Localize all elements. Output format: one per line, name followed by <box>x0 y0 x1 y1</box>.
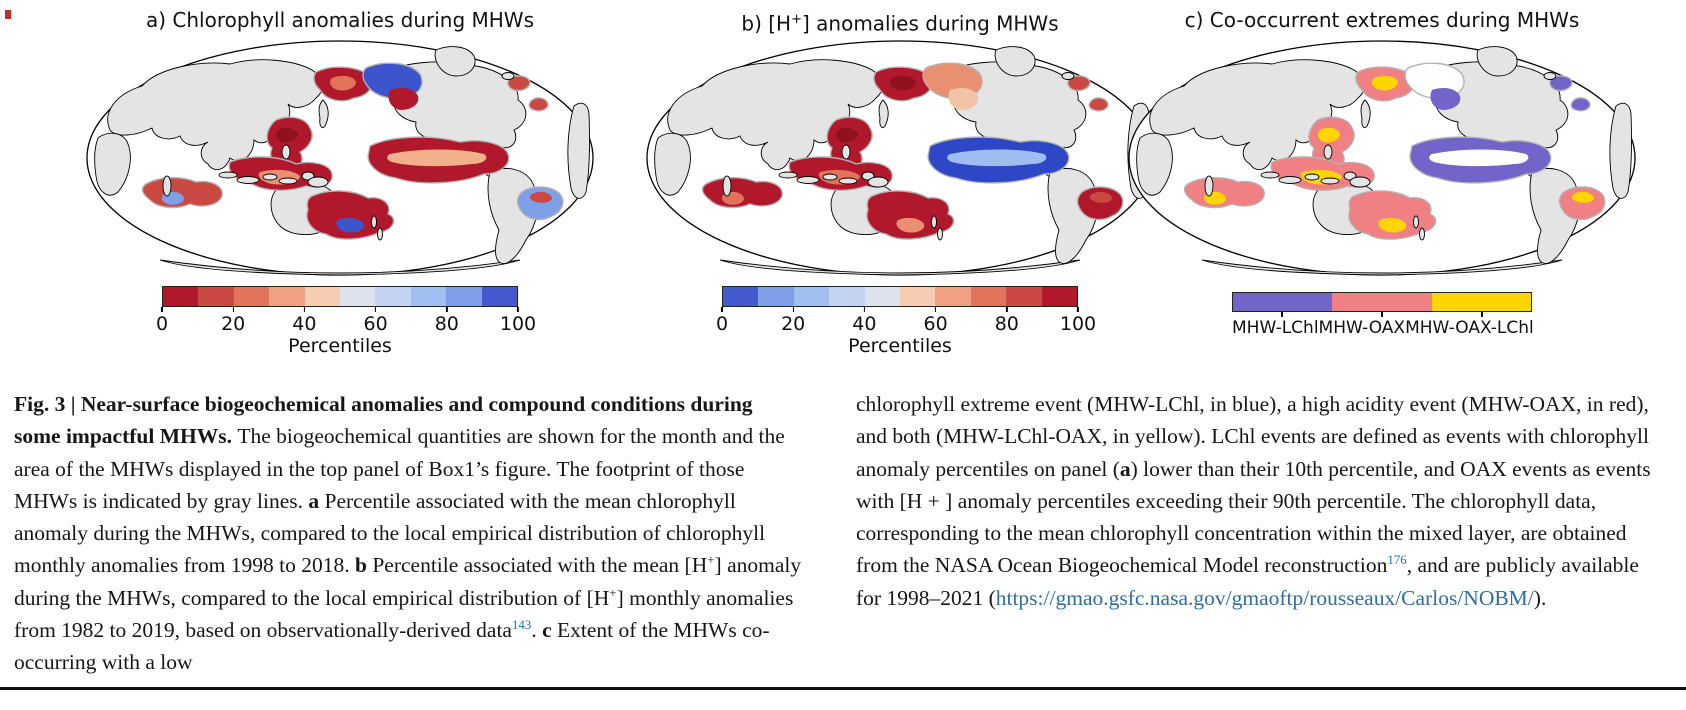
colorbar-tick-label: 100 <box>1060 307 1096 335</box>
colorbar-segment <box>269 287 305 306</box>
legend-label: MHW-OAX <box>1318 318 1406 338</box>
colorbar-segment <box>793 287 830 306</box>
caption-text-run: , and are publicly available for 1998–20… <box>856 553 1639 610</box>
panel-title-text: c) Co-occurrent extremes during MHWs <box>1184 8 1580 32</box>
panel-a-title: a) Chlorophyll anomalies during MHWs <box>70 6 610 34</box>
colorbar-tick-label: 20 <box>781 307 805 335</box>
panel-title-text: + <box>791 12 802 27</box>
colorbar-segment <box>758 287 794 306</box>
colorbar-segment <box>410 287 447 306</box>
colorbar-gradient <box>722 286 1078 307</box>
figure-caption: Fig. 3 | Near-surface biogeochemical ano… <box>14 388 1664 678</box>
colorbar-ticks: 0 20 40 60 80 100 <box>716 307 1096 337</box>
bottom-divider <box>0 687 1686 690</box>
caption-text-run: b <box>354 553 367 578</box>
colorbar-segment <box>829 287 865 306</box>
colorbar-segment <box>198 287 234 306</box>
panel-cooccurrent-extremes: c) Co-occurrent extremes during MHWs MHW… <box>1112 6 1652 338</box>
caption-text-run: ] anomaly during the MHWs, compared to t… <box>14 553 802 610</box>
colorbar-segment <box>970 287 1007 306</box>
caption-text-run: Fig. 3 | Near-surface biogeochemical ano… <box>14 392 753 449</box>
colorbar-segment <box>375 287 411 306</box>
caption-text-run: a <box>1119 456 1131 481</box>
colorbar-segment <box>304 287 341 306</box>
caption-left-column: Fig. 3 | Near-surface biogeochemical ano… <box>14 388 802 678</box>
legend-tick <box>1432 312 1532 317</box>
legend-tick <box>1232 312 1332 317</box>
panel-b-title: b) [H+] anomalies during MHWs <box>630 6 1170 36</box>
colorbar-segment <box>935 287 971 306</box>
external-link[interactable]: https://gmao.gsfc.nasa.gov/gmaoftp/rouss… <box>995 585 1534 610</box>
legend-swatch <box>1332 293 1432 311</box>
legend-tick <box>1332 312 1432 317</box>
colorbar-segment <box>446 287 482 306</box>
legend-labels: MHW-LChl MHW-OAX MHW-OAX-LChl <box>1232 318 1534 338</box>
legend-label: MHW-LChl <box>1232 318 1319 338</box>
world-map-cooccurrent <box>1128 40 1636 276</box>
colorbar-axis-label: Percentiles <box>848 335 952 357</box>
colorbar-tick-label: 40 <box>852 307 876 335</box>
category-legend: MHW-LChl MHW-OAX MHW-OAX-LChl <box>1232 292 1534 338</box>
stray-red-mark <box>5 10 11 19</box>
reference-link[interactable]: 143 <box>511 617 532 632</box>
caption-text-run: ) lower than their 10th percentile, and … <box>856 456 1651 578</box>
colorbar-segment <box>481 287 518 306</box>
legend-swatch <box>1233 293 1333 311</box>
colorbar-segment <box>1041 287 1078 306</box>
caption-right-column: chlorophyll extreme event (MHW-LChl, in … <box>856 388 1656 678</box>
colorbar-segment <box>864 287 901 306</box>
caption-text-run: . <box>531 617 543 642</box>
colorbar-tick-label: 0 <box>716 307 728 335</box>
legend-swatch <box>1431 293 1531 311</box>
world-map-hplus <box>646 40 1154 276</box>
legend-tick-marks <box>1232 312 1532 317</box>
colorbar-tick-label: 0 <box>156 307 168 335</box>
caption-text-run: ] monthly anomalies from 1982 to 2019, b… <box>14 585 794 642</box>
colorbar-segment <box>900 287 936 306</box>
colorbar-segment <box>163 287 199 306</box>
panel-title-text: ] anomalies during MHWs <box>801 11 1059 36</box>
reference-link[interactable]: 176 <box>1387 553 1407 568</box>
legend-color-bar <box>1232 292 1532 312</box>
colorbar-gradient <box>162 286 518 307</box>
panel-title-text: a) Chlorophyll anomalies during MHWs <box>145 8 535 32</box>
colorbar-segment <box>723 287 759 306</box>
colorbar-tick-label: 60 <box>924 307 948 335</box>
legend-label: MHW-OAX-LChl <box>1405 318 1534 338</box>
colorbar-tick-label: 60 <box>364 307 388 335</box>
colorbar-tick-label: 20 <box>221 307 245 335</box>
panel-title-text: b) [H <box>741 11 792 36</box>
caption-text-run: c <box>542 617 552 642</box>
caption-text-run: The biogeochemical quantities are shown … <box>14 424 785 513</box>
colorbar-axis-label: Percentiles <box>288 335 392 357</box>
colorbar-tick-label: 40 <box>292 307 316 335</box>
caption-text-run: Percentile associated with the mean [H <box>366 553 708 578</box>
colorbar-tick-label: 100 <box>500 307 536 335</box>
caption-text-run: Percentile associated with the mean chlo… <box>14 488 766 578</box>
world-map-chlorophyll <box>86 40 594 276</box>
colorbar-segment <box>340 287 376 306</box>
caption-text-run: + <box>609 585 617 600</box>
colorbar-hplus: 0 20 40 60 80 100 Percentiles <box>716 286 1096 357</box>
caption-text-run: chlorophyll extreme event (MHW-LChl, in … <box>856 392 1649 481</box>
colorbar-tick-label: 80 <box>995 307 1019 335</box>
panel-c-title: c) Co-occurrent extremes during MHWs <box>1112 6 1652 34</box>
colorbar-chlorophyll: 0 20 40 60 80 100 Percentiles <box>156 286 536 357</box>
panel-hplus-anomalies: b) [H+] anomalies during MHWs 0 20 40 60 80 1… <box>630 6 1170 357</box>
caption-text-run: ). <box>1533 585 1547 610</box>
caption-text-run: + <box>707 553 715 568</box>
colorbar-segment <box>233 287 270 306</box>
caption-text-run: Extent of the MHWs co-occurring with a l… <box>14 617 770 674</box>
colorbar-segment <box>1006 287 1042 306</box>
panel-chlorophyll-anomalies: a) Chlorophyll anomalies during MHWs 0 20… <box>70 6 610 357</box>
colorbar-ticks: 0 20 40 60 80 100 <box>156 307 536 337</box>
colorbar-tick-label: 80 <box>435 307 459 335</box>
caption-text-run: a <box>308 488 320 513</box>
